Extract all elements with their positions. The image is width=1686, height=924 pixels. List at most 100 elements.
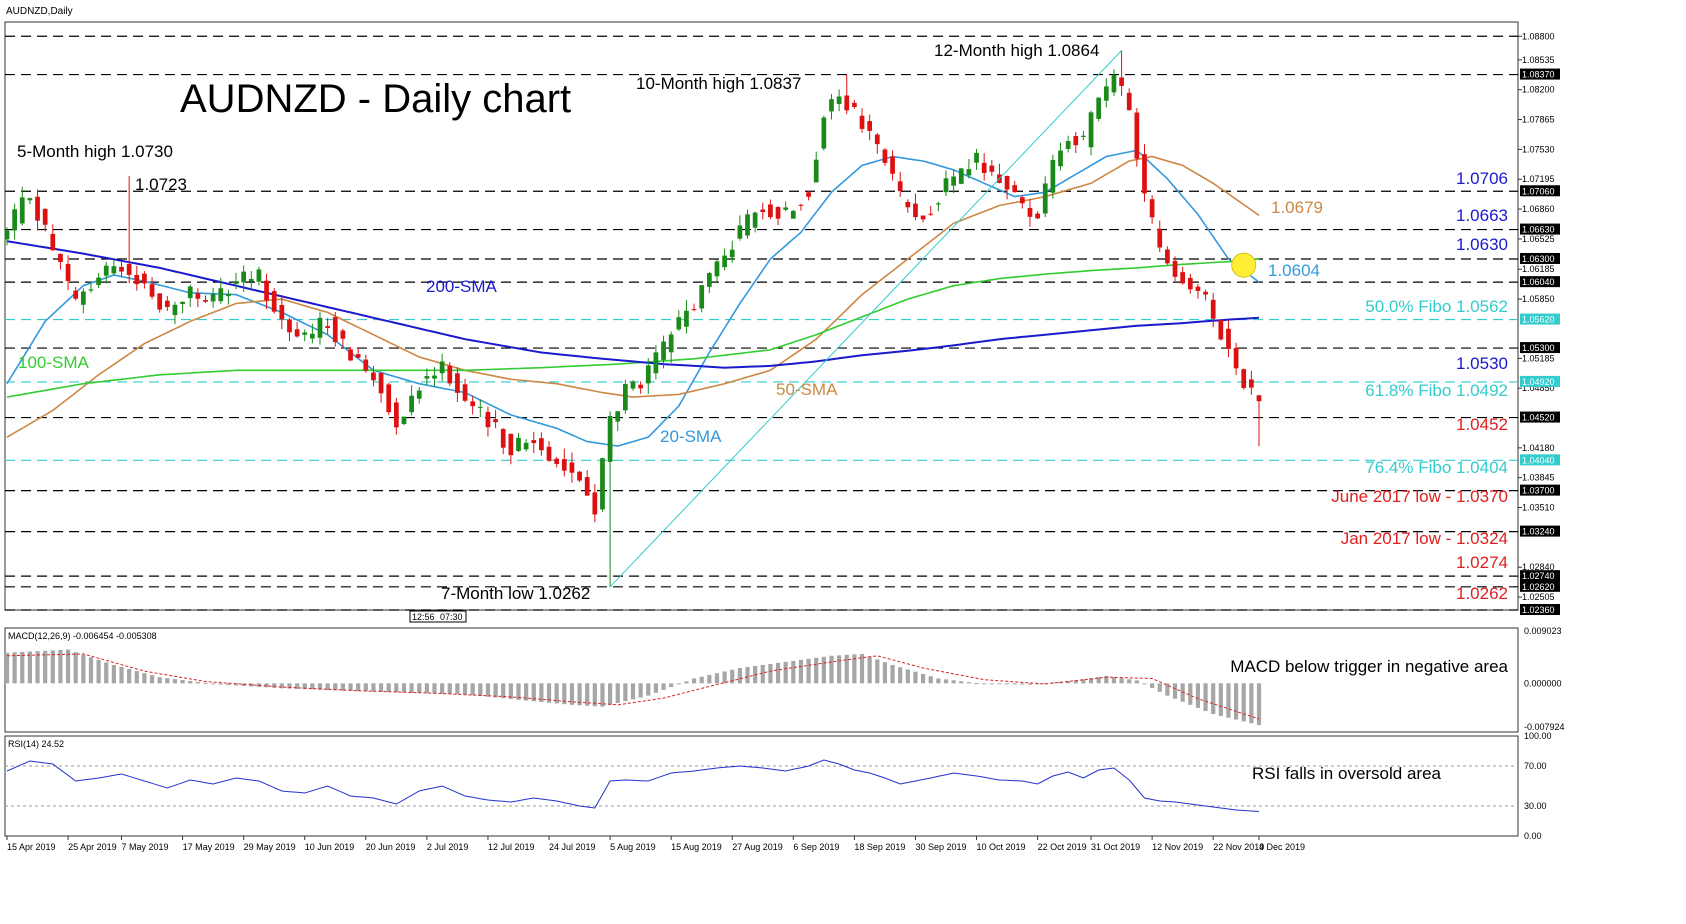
candle bbox=[386, 382, 392, 415]
candle bbox=[348, 347, 353, 362]
candle bbox=[745, 209, 750, 239]
candle-body bbox=[989, 165, 995, 172]
macd-bar bbox=[592, 683, 597, 707]
x-tick-label: 22 Oct 2019 bbox=[1038, 842, 1087, 852]
y-tick-label: 1.03510 bbox=[1522, 503, 1555, 513]
level-tag-box bbox=[1520, 223, 1560, 235]
macd-bar bbox=[524, 683, 529, 701]
macd-bar bbox=[1096, 677, 1101, 684]
macd-bar bbox=[394, 683, 399, 693]
macd-bar bbox=[172, 679, 178, 684]
right-level-label: June 2017 low - 1.0370 bbox=[1331, 487, 1508, 506]
candle bbox=[195, 288, 201, 308]
candle-body bbox=[126, 263, 132, 275]
candle-body bbox=[248, 279, 254, 282]
macd-bar bbox=[134, 671, 139, 684]
level-tag: 1.03240 bbox=[1520, 525, 1560, 537]
candle bbox=[897, 171, 903, 197]
candle bbox=[989, 160, 995, 176]
candle bbox=[951, 169, 957, 193]
level-tag: 1.03700 bbox=[1520, 484, 1560, 496]
sma-line-20-sma bbox=[6, 149, 1260, 447]
candle-body bbox=[103, 265, 109, 276]
x-tick-label: 12 Jul 2019 bbox=[488, 842, 535, 852]
candle bbox=[42, 208, 48, 232]
level-tag-box bbox=[1520, 580, 1560, 592]
y-tick-label: 1.07865 bbox=[1522, 115, 1555, 125]
macd-bar bbox=[180, 679, 185, 684]
candle-body bbox=[462, 384, 468, 401]
candle bbox=[103, 261, 109, 284]
candle bbox=[462, 378, 468, 403]
macd-bar bbox=[730, 669, 735, 684]
candle-body bbox=[760, 209, 766, 213]
candle bbox=[416, 387, 422, 404]
level-tag-box bbox=[1520, 313, 1560, 325]
right-level-label: 76.4% Fibo 1.0404 bbox=[1365, 458, 1508, 477]
candle-body bbox=[1226, 328, 1231, 349]
candle-body bbox=[73, 290, 79, 299]
candle bbox=[622, 379, 628, 414]
candle bbox=[966, 158, 972, 179]
candle-body bbox=[859, 115, 865, 129]
macd-bar bbox=[211, 683, 216, 685]
candle bbox=[806, 190, 811, 201]
macd-bar bbox=[699, 676, 704, 684]
right-level-label: 61.8% Fibo 1.0492 bbox=[1365, 381, 1508, 400]
candle-body bbox=[416, 390, 422, 399]
candle-body bbox=[309, 333, 315, 339]
macd-bar bbox=[714, 673, 720, 684]
candle bbox=[1012, 180, 1018, 193]
level-tag-label: 1.02620 bbox=[1522, 582, 1555, 592]
candle-body bbox=[958, 168, 964, 184]
candle-body bbox=[836, 96, 842, 104]
macd-bar bbox=[287, 683, 292, 689]
candle-body bbox=[1218, 320, 1224, 340]
candle-body bbox=[699, 285, 705, 309]
macd-bar bbox=[1218, 683, 1223, 716]
level-tag-label: 1.08370 bbox=[1522, 70, 1555, 80]
candle-body bbox=[867, 121, 873, 131]
macd-bar bbox=[1142, 683, 1147, 685]
candle bbox=[706, 271, 712, 294]
macd-bar bbox=[630, 683, 636, 700]
candle bbox=[935, 201, 941, 212]
y-tick-label: 1.02840 bbox=[1522, 562, 1555, 572]
macd-bar bbox=[875, 659, 880, 684]
x-tick-label: 24 Jul 2019 bbox=[549, 842, 596, 852]
macd-bar bbox=[96, 659, 101, 684]
candle bbox=[409, 385, 414, 416]
candle-body bbox=[516, 437, 521, 451]
level-tag: 1.04920 bbox=[1520, 375, 1560, 387]
candle bbox=[729, 240, 735, 263]
candle-body bbox=[844, 95, 850, 111]
candle-body bbox=[1081, 135, 1086, 137]
level-tag: 1.05300 bbox=[1520, 342, 1560, 354]
candle bbox=[1187, 273, 1193, 294]
macd-bar bbox=[1073, 680, 1078, 684]
candle bbox=[775, 206, 781, 226]
candle-body bbox=[470, 401, 476, 407]
candle bbox=[1081, 130, 1086, 141]
candle bbox=[363, 354, 369, 373]
candle bbox=[661, 335, 666, 369]
candle-body bbox=[813, 159, 819, 183]
macd-tick-label: -0.007924 bbox=[1524, 722, 1565, 732]
candle-body bbox=[539, 438, 544, 451]
candle-body bbox=[554, 458, 560, 464]
macd-bar bbox=[279, 683, 284, 689]
macd-bar bbox=[233, 683, 239, 686]
level-tag: 1.06040 bbox=[1520, 276, 1560, 288]
candle bbox=[96, 273, 101, 289]
macd-bar bbox=[432, 683, 437, 694]
candle bbox=[852, 99, 857, 109]
y-tick-label: 1.06185 bbox=[1522, 264, 1555, 274]
macd-bar bbox=[684, 681, 689, 684]
candle-body bbox=[226, 294, 231, 297]
candle bbox=[332, 312, 338, 347]
y-tick-label: 1.07530 bbox=[1522, 144, 1555, 154]
x-tick-label: 12 Nov 2019 bbox=[1152, 842, 1203, 852]
macd-bar bbox=[409, 683, 414, 693]
level-tag-label: 1.05300 bbox=[1522, 343, 1555, 353]
level-tag-label: 1.06630 bbox=[1522, 225, 1555, 235]
